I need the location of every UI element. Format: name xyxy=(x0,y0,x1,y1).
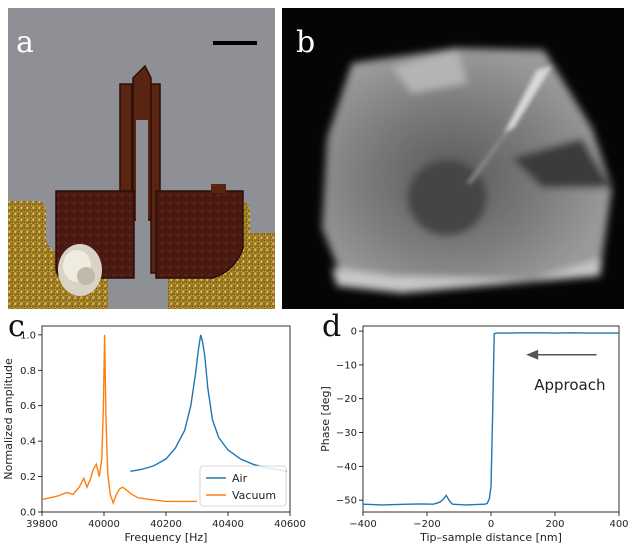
y-tick-label: 0.4 xyxy=(20,437,36,448)
y-tick-label: −30 xyxy=(336,428,357,439)
x-tick-label: 40600 xyxy=(274,519,306,530)
x-tick-label: −400 xyxy=(349,519,376,530)
fork-right-prong xyxy=(155,190,244,279)
camera-image xyxy=(282,8,624,309)
y-tick-label: −50 xyxy=(336,496,357,507)
x-tick-label: 400 xyxy=(609,519,628,530)
panel-label-d: d xyxy=(322,309,342,344)
panel-label-a: a xyxy=(16,25,34,60)
tuning-fork-photo xyxy=(8,8,275,309)
x-tick-label: 39800 xyxy=(26,519,58,530)
series-line-vacuum xyxy=(41,334,197,506)
chart-c-frequency-response: 39800 40000 40200 40400 40600 0.0 0.2 0.4 0.6 0.8… xyxy=(2,325,306,544)
series-line xyxy=(362,332,619,506)
y-tick-label: 0.8 xyxy=(20,366,36,377)
x-tick-label: 40200 xyxy=(150,519,182,530)
y-tick-label: 0.2 xyxy=(20,472,36,483)
legend-entry: Vacuum xyxy=(232,489,276,502)
y-tick-label: −10 xyxy=(336,360,357,371)
y-tick-label: −40 xyxy=(336,462,357,473)
scale-bar xyxy=(213,41,257,45)
panel-b-image xyxy=(282,8,624,309)
y-tick-label: 0.0 xyxy=(20,508,36,519)
x-tick-label: 200 xyxy=(545,519,564,530)
x-tick-label: 40400 xyxy=(212,519,244,530)
y-tick-label: 0.6 xyxy=(20,401,36,412)
x-axis-label: Frequency [Hz] xyxy=(125,531,208,544)
y-tick-label: 1.0 xyxy=(20,330,36,341)
x-tick-label: 0 xyxy=(488,519,494,530)
series-line-air xyxy=(130,334,288,472)
y-axis-label: Normalized amplitude xyxy=(2,358,15,480)
chart-d-phase-approach: −400 −200 0 200 400 0 −10 −20 −30 −40 −50 Approach… xyxy=(319,325,629,544)
panel-label-c: c xyxy=(8,309,25,344)
x-tick-label: −200 xyxy=(413,519,440,530)
y-tick-label: 0 xyxy=(351,327,357,338)
probe-tip-glint xyxy=(504,66,552,133)
y-tick-label: −20 xyxy=(336,394,357,405)
panel-label-b: b xyxy=(296,25,316,60)
legend-entry: Air xyxy=(232,472,248,485)
x-tick-label: 40000 xyxy=(88,519,120,530)
x-axis-label: Tip–sample distance [nm] xyxy=(419,531,562,544)
legend: Air Vacuum xyxy=(199,465,287,507)
approach-annotation: Approach xyxy=(534,376,605,394)
legend-box xyxy=(199,465,287,507)
y-axis-label: Phase [deg] xyxy=(319,386,332,452)
arrowhead xyxy=(526,349,539,360)
panel-a-photo xyxy=(8,8,275,309)
